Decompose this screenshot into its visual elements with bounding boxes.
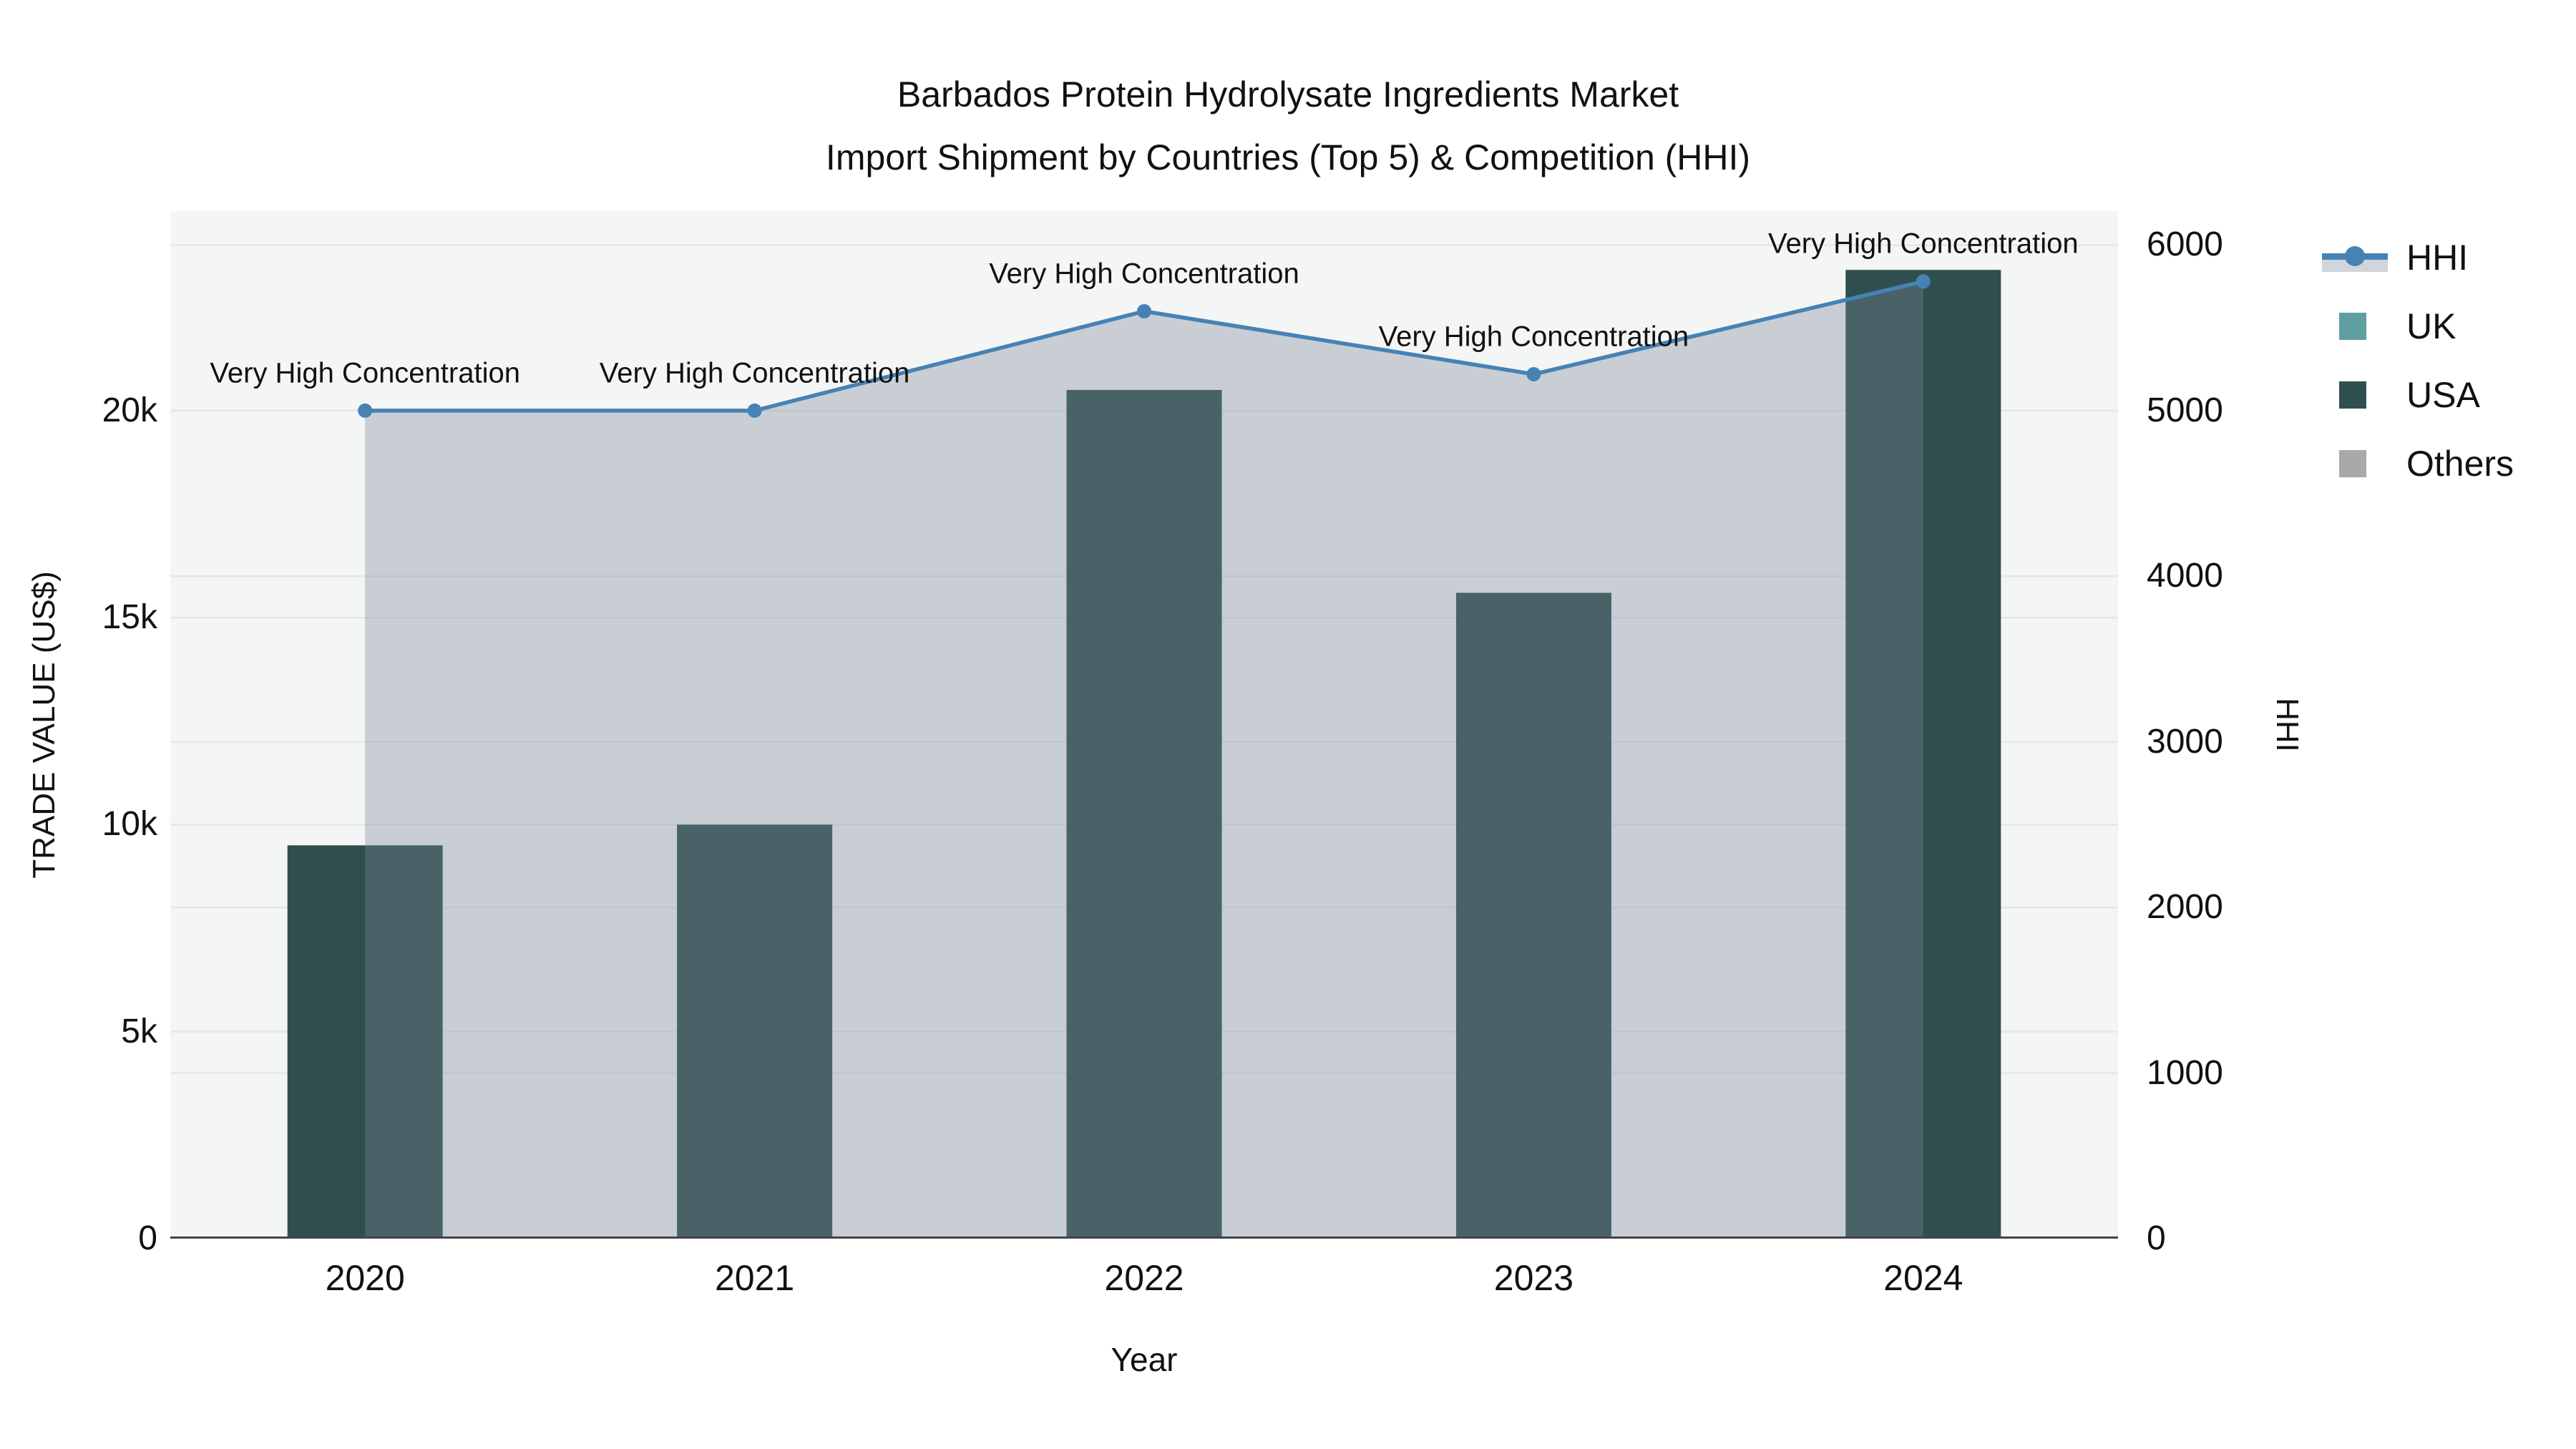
y-axis-right-title: HHI [2270,698,2305,752]
y-right-tick-6000: 6000 [2147,225,2223,264]
chart-title: Barbados Protein Hydrolysate Ingredients… [0,63,2576,189]
others-swatch-icon [2322,442,2394,485]
annotation-2022: Very High Concentration [989,258,1299,290]
hhi-area-fill [365,281,1923,1237]
chart-title-line1: Barbados Protein Hydrolysate Ingredients… [897,74,1679,114]
annotation-2024: Very High Concentration [1768,228,2079,260]
hhi-marker-2021 [747,403,762,418]
y-left-tick-20k: 20k [102,391,157,429]
legend-label-uk: UK [2406,306,2457,346]
hhi-marker-2020 [358,403,373,418]
legend-item-uk[interactable]: UK [2322,292,2514,361]
legend-item-usa[interactable]: USA [2322,361,2514,429]
y-right-tick-0: 0 [2147,1219,2166,1257]
y-right-tick-1000: 1000 [2147,1053,2223,1092]
hhi-line-icon [2322,236,2394,279]
bar-USA-2021 [677,824,833,1237]
bar-USA-2022 [1066,389,1222,1237]
usa-color-square [2339,381,2366,409]
others-color-square [2339,450,2366,477]
annotation-2021: Very High Concentration [599,357,910,389]
legend-item-others[interactable]: Others [2322,429,2514,498]
x-tick-2020: 2020 [325,1258,405,1298]
usa-swatch-icon [2322,374,2394,416]
y-right-tick-2000: 2000 [2147,888,2223,927]
uk-color-square [2339,313,2366,340]
y-axis-left-title: TRADE VALUE (US$) [26,571,62,879]
plot-area[interactable] [170,211,2118,1239]
x-tick-2024: 2024 [1883,1258,1963,1298]
legend: HHI UK USA Others [2322,223,2514,498]
annotation-2020: Very High Concentration [210,357,520,389]
legend-label-hhi: HHI [2406,238,2469,278]
bar-USA-2020 [287,845,443,1237]
x-tick-2023: 2023 [1493,1258,1574,1298]
bar-USA-2024 [1845,270,2001,1238]
y-right-tick-5000: 5000 [2147,391,2223,429]
x-axis-title: Year [1111,1341,1178,1378]
y-left-tick-15k: 15k [102,598,157,637]
y-left-tick-0: 0 [138,1219,157,1257]
hhi-marker-2023 [1526,366,1541,381]
annotation-2023: Very High Concentration [1378,321,1689,353]
y-left-tick-10k: 10k [102,805,157,844]
y-right-tick-4000: 4000 [2147,557,2223,595]
x-tick-2022: 2022 [1104,1258,1184,1298]
y-left-tick-5k: 5k [121,1012,157,1050]
hhi-marker-2022 [1137,304,1151,319]
legend-label-usa: USA [2406,375,2480,415]
bar-USA-2023 [1455,592,1611,1237]
hhi-marker-2024 [1916,274,1931,289]
uk-swatch-icon [2322,305,2394,348]
hhi-legend-marker [2345,246,2365,266]
legend-label-others: Others [2406,444,2514,484]
x-tick-2021: 2021 [714,1258,795,1298]
legend-item-hhi[interactable]: HHI [2322,223,2514,292]
y-right-tick-3000: 3000 [2147,722,2223,761]
plot-svg [170,244,2118,1239]
chart-title-line2: Import Shipment by Countries (Top 5) & C… [825,137,1751,177]
